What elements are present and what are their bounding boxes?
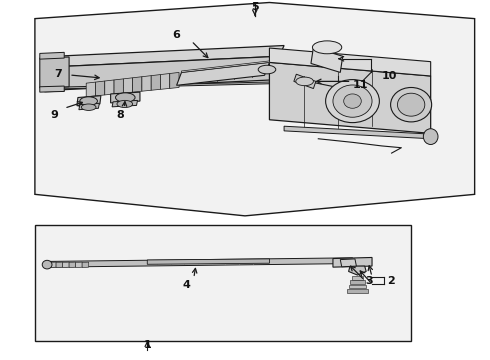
Polygon shape [96,81,105,96]
Polygon shape [63,262,69,267]
Ellipse shape [258,65,276,74]
Polygon shape [270,48,431,76]
Ellipse shape [80,97,98,105]
Polygon shape [45,81,294,89]
Polygon shape [311,47,343,72]
Polygon shape [40,86,64,92]
Text: 6: 6 [172,30,180,40]
Polygon shape [49,56,279,90]
Text: 5: 5 [251,3,259,13]
Text: 2: 2 [387,276,394,286]
Ellipse shape [81,104,96,111]
Polygon shape [160,73,170,89]
Polygon shape [294,74,316,89]
Polygon shape [350,280,365,284]
Polygon shape [112,100,138,107]
Polygon shape [69,262,75,267]
Polygon shape [133,77,142,92]
Text: 9: 9 [50,110,58,120]
Polygon shape [333,257,372,267]
Polygon shape [86,82,96,97]
Ellipse shape [423,129,438,144]
Polygon shape [79,103,99,110]
Ellipse shape [42,260,52,269]
Polygon shape [348,285,366,288]
Ellipse shape [296,77,314,86]
Polygon shape [123,78,133,93]
Ellipse shape [391,87,432,122]
Polygon shape [181,61,270,72]
Polygon shape [348,266,366,275]
Text: 1: 1 [144,340,151,350]
Text: 8: 8 [117,110,124,120]
Polygon shape [142,76,151,91]
Polygon shape [147,259,270,264]
Polygon shape [56,262,63,267]
Polygon shape [82,262,89,267]
Ellipse shape [326,80,379,123]
Polygon shape [40,52,64,59]
Ellipse shape [117,100,133,108]
Polygon shape [170,72,179,89]
Polygon shape [111,92,140,103]
Polygon shape [75,262,82,267]
Ellipse shape [333,85,372,117]
Polygon shape [270,62,431,134]
Polygon shape [340,259,356,267]
Ellipse shape [313,41,342,54]
Text: 11: 11 [352,80,368,90]
Polygon shape [77,96,101,106]
Polygon shape [45,57,64,92]
Polygon shape [176,62,270,85]
Text: 7: 7 [54,69,62,79]
Polygon shape [105,80,114,95]
Ellipse shape [397,93,425,116]
Polygon shape [284,126,431,139]
Polygon shape [347,289,368,293]
Ellipse shape [343,94,361,108]
Polygon shape [49,258,352,267]
Polygon shape [35,225,411,341]
Polygon shape [151,75,160,90]
Polygon shape [114,79,123,94]
Text: 4: 4 [182,280,190,291]
Text: 10: 10 [382,71,397,81]
Polygon shape [35,3,475,216]
Text: 3: 3 [365,276,373,286]
Polygon shape [40,57,69,88]
Ellipse shape [116,93,135,102]
Polygon shape [49,45,284,67]
Polygon shape [351,276,363,280]
Polygon shape [49,262,56,267]
